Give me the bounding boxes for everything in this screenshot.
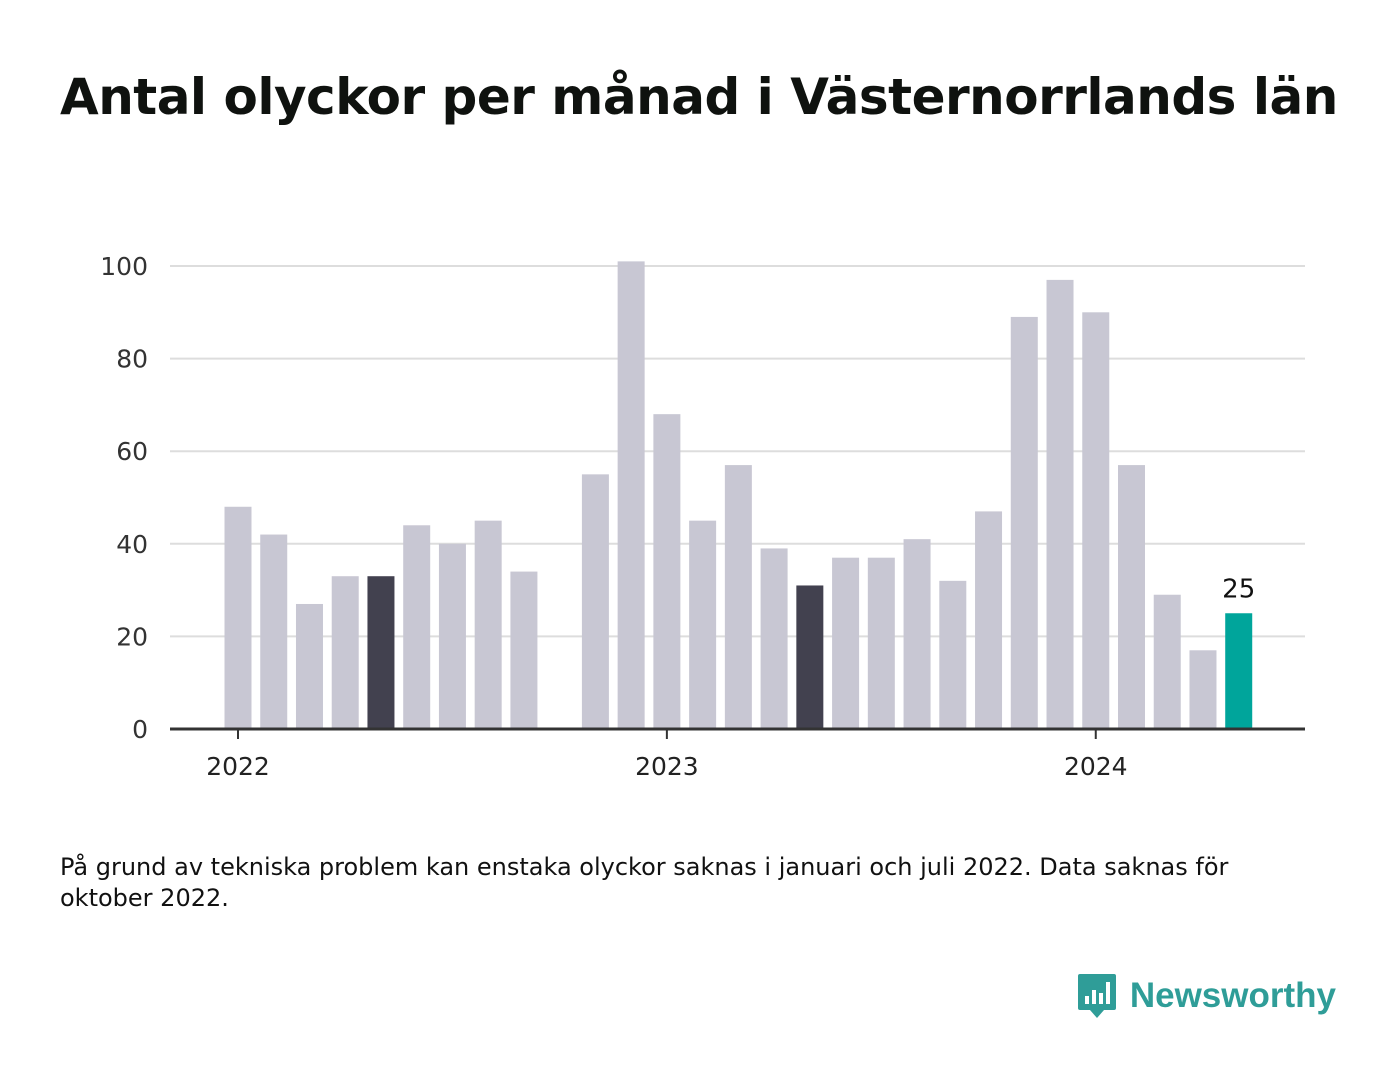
bar-2022-06	[403, 525, 431, 729]
bar-2024-01	[1082, 312, 1110, 729]
bar-2023-06	[832, 557, 860, 729]
y-tick-label: 80	[116, 345, 148, 374]
bar-2023-04	[760, 548, 788, 729]
bar-2023-05	[796, 585, 824, 729]
bar-2023-08	[903, 539, 931, 729]
bar-2022-11	[581, 474, 609, 729]
bar-chart: 0 20 40 60 80 100 2022 2023 2024 25	[100, 252, 1305, 781]
bar-2023-10	[975, 511, 1003, 729]
y-tick-label: 20	[116, 622, 148, 651]
bar-2022-08	[474, 520, 502, 729]
bar-2022-05	[367, 576, 395, 729]
bar-2022-02	[260, 534, 288, 729]
bar-2024-05	[1225, 613, 1253, 729]
bar-2022-04	[331, 576, 359, 729]
brand-name: Newsworthy	[1129, 976, 1336, 1015]
bar-2024-02	[1118, 465, 1145, 729]
x-tick-label: 2023	[635, 752, 699, 781]
bar-2023-01	[653, 414, 681, 729]
footnote: På grund av tekniska problem kan enstaka…	[60, 853, 1229, 912]
page-title: Antal olyckor per månad i Västernorrland…	[60, 68, 1338, 126]
bar-2022-12	[617, 261, 645, 729]
bars	[224, 261, 1253, 729]
bar-2023-11	[1010, 316, 1038, 729]
bar-2022-03	[295, 603, 323, 729]
y-tick-label: 0	[132, 715, 148, 744]
x-tick-label: 2024	[1064, 752, 1128, 781]
x-tick-label: 2022	[206, 752, 270, 781]
bar-2023-03	[724, 465, 752, 729]
y-tick-label: 40	[116, 530, 148, 559]
x-axis: 2022 2023 2024	[170, 727, 1305, 781]
bar-2024-03	[1153, 594, 1181, 729]
bar-2022-01	[224, 506, 252, 729]
bar-2023-07	[867, 557, 895, 729]
bar-2022-07	[438, 543, 466, 729]
bar-2023-02	[689, 520, 717, 729]
bar-2023-12	[1046, 279, 1074, 729]
data-labels: 25	[1222, 574, 1255, 604]
brand-logo[interactable]: Newsworthy	[1076, 972, 1336, 1020]
bar-2024-04	[1189, 650, 1217, 729]
bar-value-label: 25	[1222, 574, 1255, 604]
y-tick-label: 100	[100, 252, 148, 281]
y-tick-label: 60	[116, 437, 148, 466]
newsworthy-logo-icon	[1077, 974, 1116, 1018]
bar-2022-09	[510, 571, 538, 729]
bar-2023-09	[939, 580, 967, 729]
